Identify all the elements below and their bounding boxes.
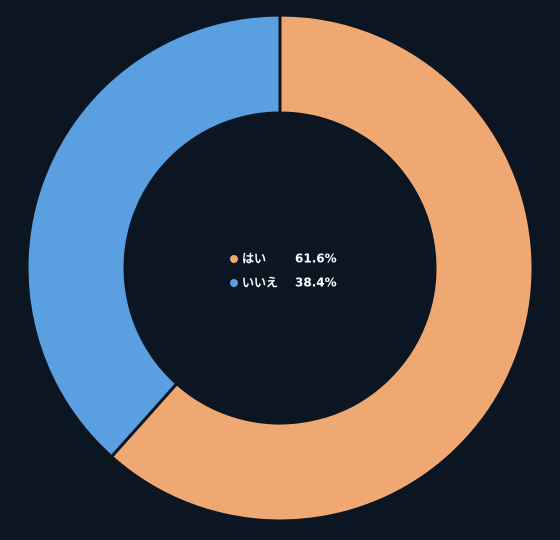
legend-value: 38.4%: [295, 276, 337, 290]
legend-marker: [230, 279, 238, 287]
legend-label: はい: [242, 252, 266, 266]
pie-slice: [25, 13, 282, 459]
legend-value: 61.6%: [295, 252, 337, 266]
legend-marker: [230, 255, 238, 263]
legend-label: いいえ: [242, 276, 278, 290]
pie-slice: [109, 13, 535, 523]
